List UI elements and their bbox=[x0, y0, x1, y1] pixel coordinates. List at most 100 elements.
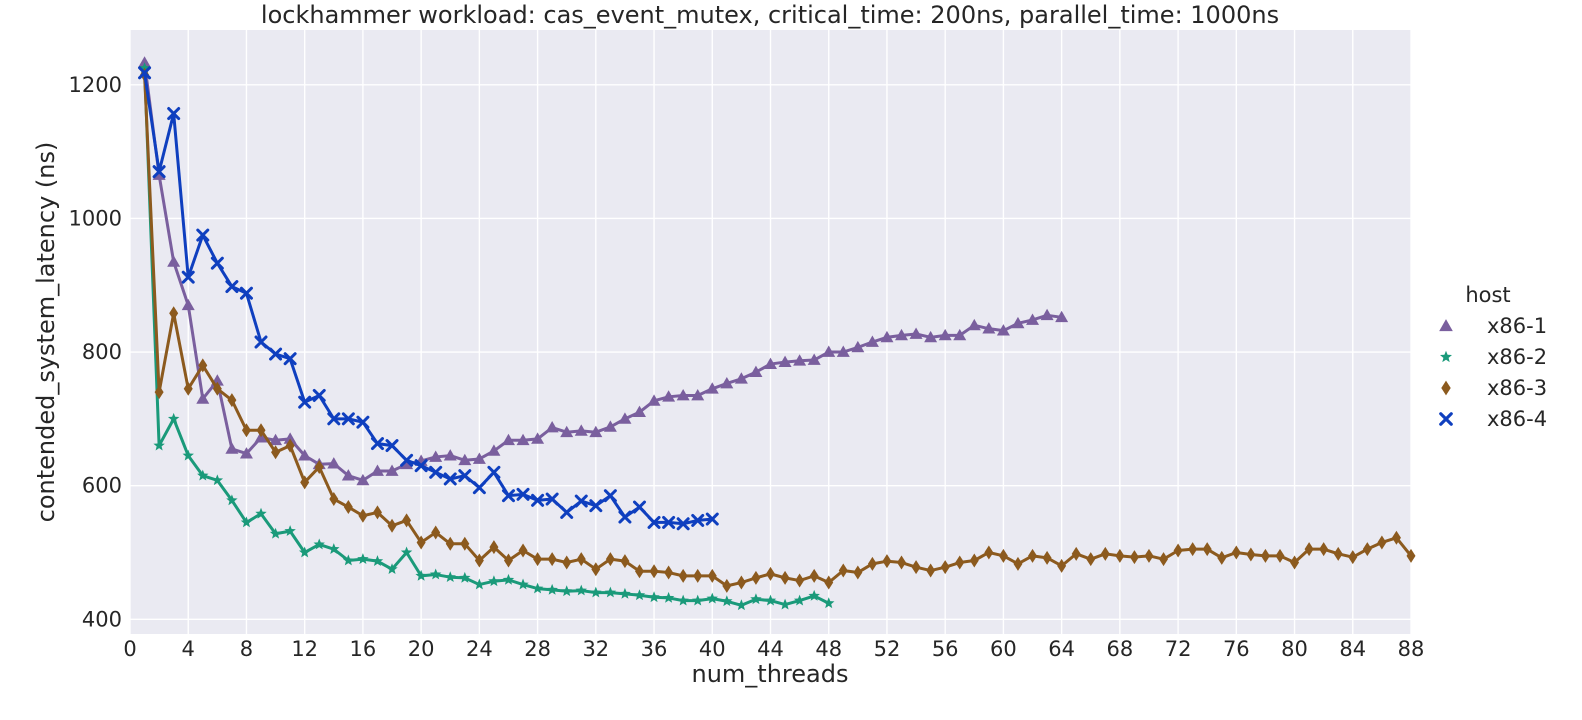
data-point-x86-4 bbox=[705, 512, 719, 526]
data-point-x86-1 bbox=[778, 355, 792, 367]
data-point-x86-1 bbox=[836, 345, 850, 357]
data-point-x86-1 bbox=[749, 365, 763, 377]
data-point-x86-2 bbox=[342, 554, 355, 566]
data-point-x86-4 bbox=[138, 66, 152, 80]
data-point-x86-2 bbox=[255, 507, 267, 519]
data-point-x86-1 bbox=[691, 388, 705, 401]
data-point-x86-4 bbox=[385, 439, 399, 453]
data-point-x86-4 bbox=[531, 493, 545, 507]
data-point-x86-1 bbox=[909, 327, 923, 339]
data-point-x86-4 bbox=[472, 481, 486, 495]
data-point-x86-4 bbox=[443, 472, 457, 486]
data-point-x86-1 bbox=[269, 433, 283, 446]
data-point-x86-3 bbox=[169, 306, 179, 321]
data-point-x86-3 bbox=[431, 525, 441, 540]
data-point-x86-2 bbox=[444, 571, 456, 583]
series-line-x86-4 bbox=[143, 72, 713, 526]
data-point-x86-3 bbox=[212, 381, 222, 396]
data-point-x86-1 bbox=[676, 388, 690, 401]
data-point-x86-1 bbox=[225, 442, 239, 454]
data-point-x86-4 bbox=[589, 499, 603, 513]
data-point-x86-3 bbox=[722, 578, 732, 593]
data-point-x86-1 bbox=[487, 444, 501, 456]
legend-label-x86-1: x86-1 bbox=[1487, 314, 1547, 338]
data-point-x86-1 bbox=[967, 318, 981, 331]
data-point-x86-3 bbox=[562, 555, 572, 570]
data-point-x86-2 bbox=[575, 584, 587, 596]
y-tick-label: 800 bbox=[82, 340, 122, 364]
data-point-x86-1 bbox=[283, 432, 297, 444]
data-point-x86-2 bbox=[764, 594, 777, 606]
data-point-x86-3 bbox=[795, 573, 805, 588]
x-tick-label: 40 bbox=[699, 637, 726, 661]
series-x86-3 bbox=[140, 67, 1416, 593]
series-line-x86-3 bbox=[143, 74, 1413, 588]
data-point-x86-1 bbox=[1055, 310, 1069, 323]
data-point-x86-3 bbox=[460, 536, 470, 551]
data-point-x86-2 bbox=[561, 585, 573, 597]
grid bbox=[129, 30, 1412, 634]
data-point-x86-1 bbox=[880, 330, 894, 343]
x-tick-label: 84 bbox=[1339, 637, 1366, 661]
x-tick-label: 16 bbox=[350, 637, 377, 661]
data-point-x86-2 bbox=[750, 593, 762, 605]
data-point-x86-2 bbox=[138, 62, 151, 73]
data-point-x86-4 bbox=[298, 395, 312, 409]
legend-label-x86-4: x86-4 bbox=[1487, 407, 1547, 431]
x-tick-label: 72 bbox=[1165, 637, 1192, 661]
data-point-x86-4 bbox=[181, 270, 195, 284]
x-tick-label: 8 bbox=[240, 637, 253, 661]
data-point-x86-4 bbox=[196, 228, 210, 242]
data-point-x86-1 bbox=[647, 394, 661, 406]
data-point-x86-3 bbox=[300, 475, 310, 490]
data-point-x86-2 bbox=[779, 598, 791, 610]
data-point-x86-3 bbox=[489, 540, 499, 555]
data-point-x86-3 bbox=[678, 568, 688, 583]
legend-marker-x86-2 bbox=[1440, 350, 1452, 363]
data-point-x86-1 bbox=[822, 345, 836, 357]
data-point-x86-1 bbox=[516, 433, 530, 446]
legend-marker-x86-1 bbox=[1439, 319, 1453, 332]
data-point-x86-3 bbox=[736, 575, 746, 590]
x-tick-label: 88 bbox=[1398, 637, 1425, 661]
x-tick-label: 60 bbox=[990, 637, 1017, 661]
data-point-x86-3 bbox=[649, 564, 659, 579]
legend-marker-x86-3 bbox=[1441, 380, 1451, 396]
data-point-x86-3 bbox=[1275, 548, 1285, 563]
data-point-x86-2 bbox=[400, 546, 413, 558]
data-point-x86-3 bbox=[664, 565, 674, 580]
data-point-x86-4 bbox=[545, 492, 559, 506]
data-point-x86-3 bbox=[1290, 555, 1300, 570]
data-point-x86-3 bbox=[1362, 542, 1372, 557]
data-point-x86-2 bbox=[284, 525, 296, 536]
data-point-x86-2 bbox=[502, 573, 515, 585]
x-tick-label: 68 bbox=[1106, 637, 1133, 661]
data-point-x86-4 bbox=[210, 256, 224, 270]
x-tick-label: 12 bbox=[291, 637, 318, 661]
data-point-x86-3 bbox=[882, 554, 892, 569]
data-point-x86-3 bbox=[1188, 542, 1198, 557]
data-point-x86-1 bbox=[764, 357, 777, 369]
data-point-x86-3 bbox=[387, 518, 397, 533]
data-point-x86-3 bbox=[518, 543, 528, 558]
data-point-x86-2 bbox=[226, 494, 238, 506]
data-point-x86-2 bbox=[386, 563, 398, 575]
data-point-x86-2 bbox=[211, 474, 224, 486]
data-point-x86-3 bbox=[1028, 548, 1038, 563]
data-point-x86-3 bbox=[372, 505, 382, 520]
data-point-x86-2 bbox=[648, 591, 660, 603]
x-tick-label: 4 bbox=[182, 637, 195, 661]
data-point-x86-4 bbox=[647, 515, 661, 529]
data-point-x86-3 bbox=[1013, 556, 1023, 571]
data-point-x86-1 bbox=[662, 390, 676, 402]
data-point-x86-3 bbox=[241, 423, 251, 438]
data-point-x86-1 bbox=[865, 335, 879, 347]
data-point-x86-4 bbox=[676, 517, 690, 531]
data-point-x86-1 bbox=[501, 433, 515, 446]
series-line-x86-1 bbox=[143, 62, 1062, 482]
data-point-x86-1 bbox=[138, 56, 152, 68]
x-tick-label: 24 bbox=[466, 637, 493, 661]
data-point-x86-2 bbox=[429, 568, 442, 580]
data-point-x86-1 bbox=[181, 298, 195, 311]
